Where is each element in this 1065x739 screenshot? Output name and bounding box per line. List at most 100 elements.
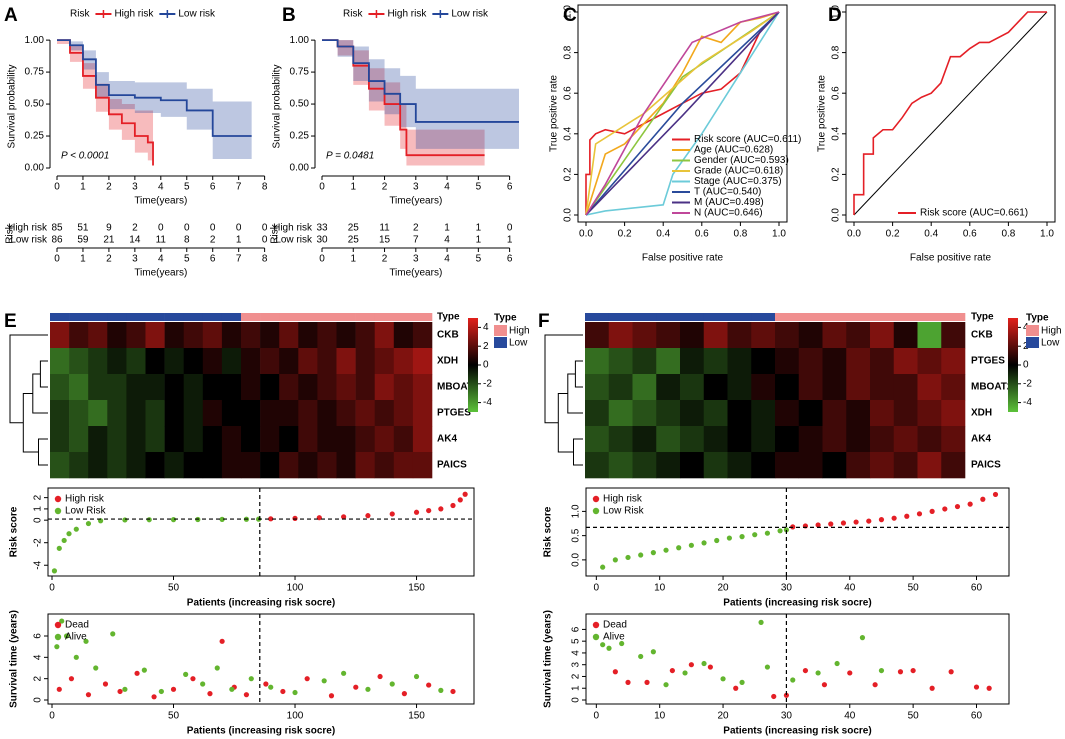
x-tick-label: 1.0	[1040, 229, 1054, 240]
type-cell	[317, 313, 337, 321]
heatmap-cell	[298, 400, 318, 427]
x-tick-label: 10	[654, 711, 666, 722]
type-cell	[822, 313, 847, 321]
point	[292, 515, 298, 521]
dendrogram	[9, 334, 48, 424]
point	[853, 519, 859, 525]
heatmap-cell	[632, 322, 657, 349]
point	[63, 633, 70, 639]
point	[764, 530, 771, 536]
type-cell	[941, 313, 966, 321]
heatmap-cell	[279, 348, 299, 375]
heatmap-cell	[680, 400, 705, 427]
roc-curve	[585, 11, 780, 216]
x-tick-label: 50	[168, 711, 180, 722]
heatmap-cell	[680, 426, 705, 453]
type-cell	[656, 313, 681, 321]
heatmap-cell	[393, 400, 414, 427]
type-cell	[88, 313, 108, 321]
heatmap-cell	[585, 374, 610, 401]
point	[764, 664, 771, 670]
x-tick-label: 40	[844, 711, 856, 722]
heatmap-cell	[941, 374, 966, 401]
point	[739, 679, 745, 685]
reference-diagonal	[853, 11, 1048, 216]
plot-frame	[47, 487, 475, 577]
heatmap-cell	[164, 452, 184, 479]
heatmap-cell	[107, 400, 127, 427]
y-tick-label: 1.0	[831, 5, 842, 19]
heatmap-cell	[870, 426, 895, 453]
x-axis-label: Patients (increasing risk socre)	[723, 726, 871, 737]
heatmap-cell	[846, 374, 871, 401]
heatmap-cell	[145, 348, 165, 375]
heatmap-cell	[164, 322, 184, 349]
point	[151, 694, 157, 700]
x-tick-label: 0	[49, 711, 55, 722]
x-tick-label: 3	[132, 182, 138, 193]
risk-axis-tick-label: 4	[444, 254, 450, 265]
row-label: PAICS	[971, 460, 1001, 471]
risk-row-name: Low risk	[275, 235, 313, 246]
heatmap-cell	[393, 426, 414, 453]
x-tick-label: 30	[781, 583, 793, 594]
heatmap-cell	[221, 348, 242, 375]
heatmap-cell	[656, 322, 681, 349]
type-cell	[50, 313, 70, 321]
heatmap-cell	[164, 374, 184, 401]
heatmap-cell	[260, 452, 280, 479]
risk-count: 11	[156, 235, 167, 246]
legend-title: Risk	[343, 9, 363, 20]
point	[967, 501, 973, 507]
heatmap-cell	[775, 452, 800, 479]
point	[214, 665, 220, 671]
type-cell	[260, 313, 280, 321]
risk-count: 33	[316, 223, 328, 234]
heatmap-cell	[374, 348, 395, 375]
y-tick-label: 1.0	[563, 5, 574, 19]
x-tick-label: 0.0	[579, 229, 593, 240]
point	[328, 693, 335, 699]
risk-count: 0	[262, 235, 268, 246]
heatmap-cell	[221, 374, 242, 401]
risk-count: 1	[507, 235, 513, 246]
type-cell	[202, 313, 223, 321]
heatmap-cell	[298, 452, 318, 479]
colorbar	[1008, 318, 1018, 412]
type-cell	[412, 313, 433, 321]
risk-row-name: Low risk	[10, 235, 48, 246]
point	[321, 678, 327, 684]
point	[54, 644, 60, 650]
heatmap-cell	[126, 426, 146, 453]
legend-swatch	[54, 633, 62, 641]
heatmap-cell	[126, 322, 146, 349]
heatmap-cell	[870, 400, 895, 427]
point	[316, 515, 322, 521]
legend-label: Risk score (AUC=0.661)	[920, 208, 1028, 219]
heatmap-cell	[317, 400, 337, 427]
point	[802, 667, 809, 674]
heatmap-cell	[585, 452, 610, 479]
x-tick-label: 7	[236, 182, 242, 193]
colorbar-tick-label: -2	[1023, 378, 1032, 389]
heatmap-cell	[202, 400, 223, 427]
type-cell	[727, 313, 752, 321]
x-tick-label: 4	[158, 182, 164, 193]
point	[450, 688, 456, 695]
heatmap-cell	[317, 452, 337, 479]
heatmap-cell	[355, 452, 375, 479]
y-tick-label: 0.0	[831, 208, 842, 222]
y-tick-label: 4	[33, 654, 44, 660]
y-tick-label: 2	[33, 675, 44, 681]
heatmap-cell	[164, 426, 184, 453]
point	[438, 506, 444, 512]
heatmap-cell	[846, 452, 871, 479]
risk-count: 2	[210, 235, 216, 246]
type-cell	[221, 313, 242, 321]
x-tick-label: 0	[594, 711, 600, 722]
y-tick-label: 0.50	[290, 99, 310, 110]
point	[56, 686, 62, 692]
y-axis-label: Risk score	[9, 506, 20, 557]
heatmap-cell	[870, 374, 895, 401]
